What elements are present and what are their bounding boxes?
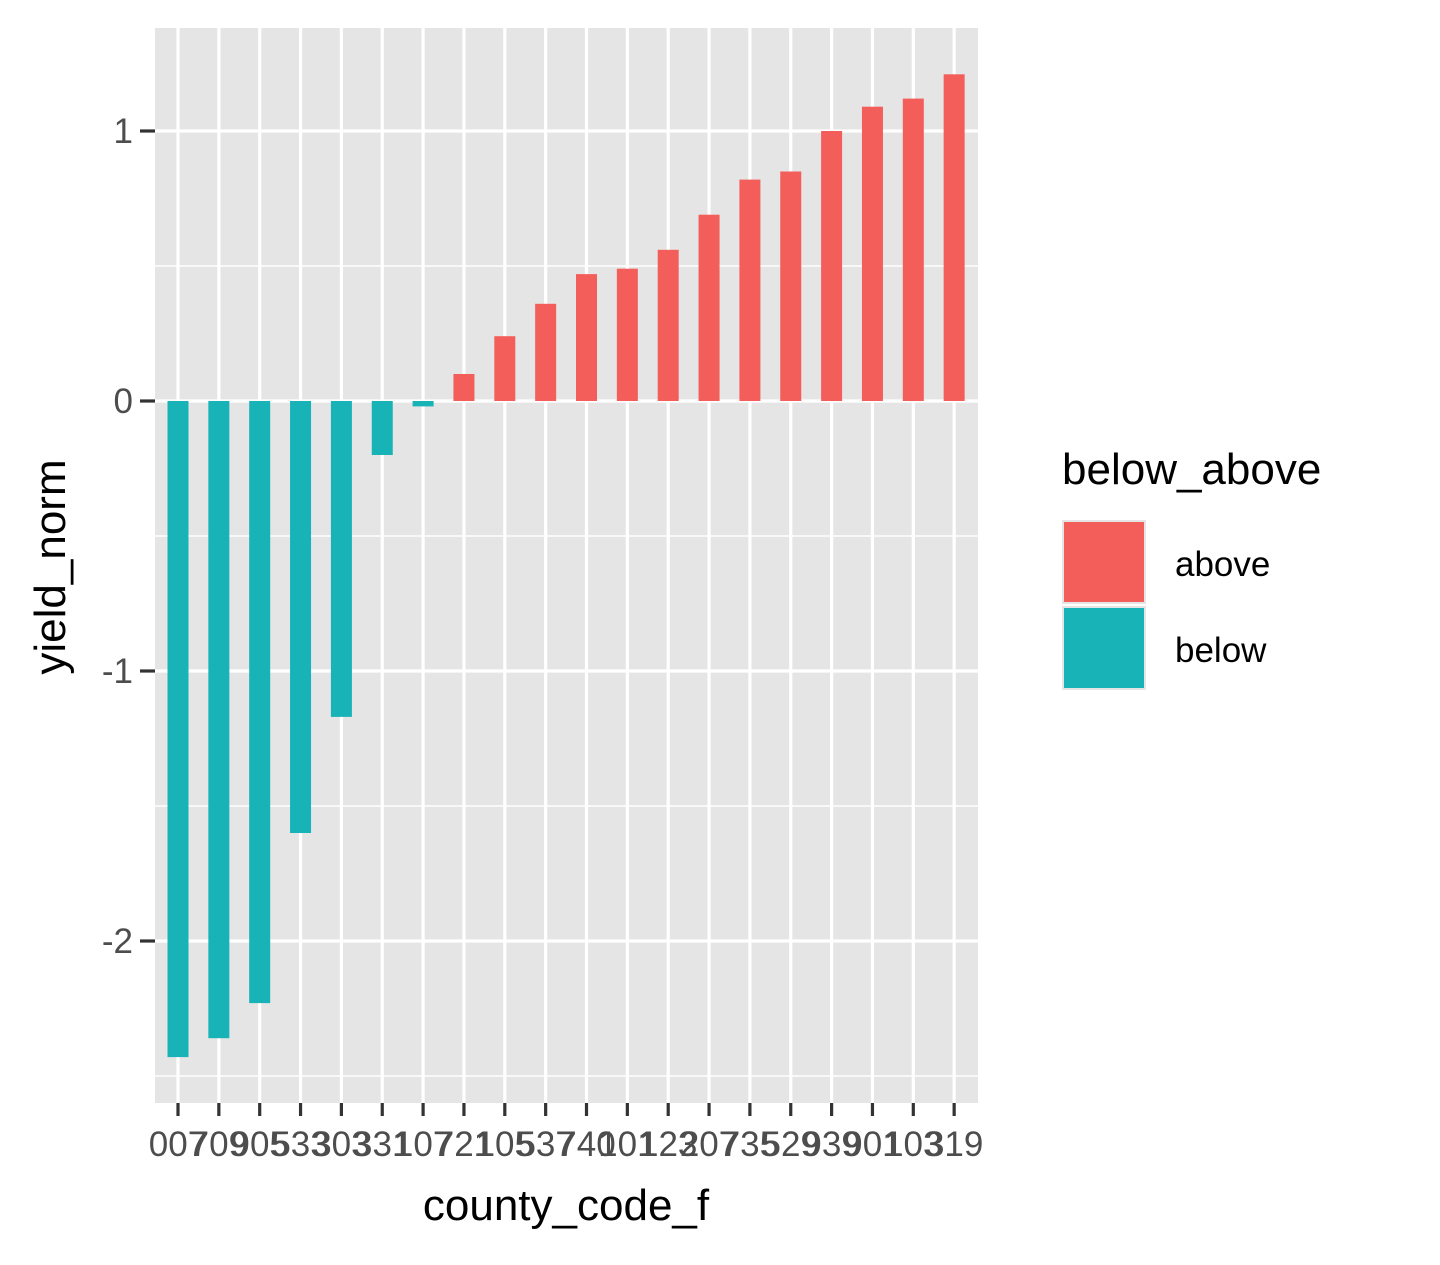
bar-319 <box>943 74 965 402</box>
x-tick-label: 319 <box>925 1125 983 1164</box>
bar-331 <box>371 401 393 455</box>
x-tick-label: 533 <box>271 1125 329 1164</box>
bar-905 <box>249 401 271 1004</box>
bar-537 <box>535 303 557 401</box>
bar-303 <box>330 401 352 717</box>
x-tick-label: 939 <box>802 1125 860 1164</box>
x-tick-label: 123 <box>639 1125 697 1164</box>
y-tick-label: 0 <box>114 382 133 421</box>
axes: -2-1010077099055333033311077211055377401… <box>102 112 983 1164</box>
y-axis-title: yield_norm <box>26 459 75 674</box>
bar-901 <box>861 106 883 401</box>
bar-721 <box>453 374 475 401</box>
x-axis-title: county_code_f <box>423 1181 710 1230</box>
legend-label-above: above <box>1175 545 1270 584</box>
y-tick-label: 1 <box>114 112 133 151</box>
legend-label-below: below <box>1175 631 1267 670</box>
y-tick-label: -1 <box>102 652 133 691</box>
x-tick-label: 101 <box>598 1125 656 1164</box>
x-tick-label: 537 <box>516 1125 574 1164</box>
legend: below_above above below <box>1062 445 1321 690</box>
x-tick-label: 331 <box>353 1125 411 1164</box>
bar-709 <box>208 401 230 1039</box>
y-tick-label: -2 <box>102 922 133 961</box>
x-tick-label: 105 <box>476 1125 534 1164</box>
x-tick-label: 529 <box>762 1125 820 1164</box>
bar-533 <box>290 401 312 833</box>
bars <box>167 74 965 1058</box>
bar-007 <box>167 401 189 1058</box>
bar-740 <box>576 274 597 401</box>
x-tick-label: 905 <box>230 1125 288 1164</box>
x-tick-label: 007 <box>149 1125 207 1164</box>
bar-101 <box>616 268 638 401</box>
x-tick-label: 735 <box>721 1125 779 1164</box>
bar-107 <box>412 401 434 407</box>
legend-key-below <box>1064 608 1144 688</box>
bar-529 <box>780 171 802 401</box>
bar-105 <box>494 336 516 401</box>
x-tick-label: 721 <box>435 1125 493 1164</box>
bar-735 <box>739 179 761 401</box>
x-tick-label: 107 <box>394 1125 452 1164</box>
x-tick-label: 207 <box>680 1125 738 1164</box>
x-tick-label: 901 <box>843 1125 901 1164</box>
bar-103 <box>902 98 924 401</box>
legend-key-above <box>1064 522 1144 602</box>
x-tick-label: 103 <box>884 1125 942 1164</box>
x-tick-label: 709 <box>190 1125 248 1164</box>
x-tick-label: 303 <box>312 1125 370 1164</box>
bar-939 <box>821 131 843 401</box>
legend-title: below_above <box>1062 445 1321 494</box>
bar-207 <box>698 214 720 401</box>
x-tick-label: 740 <box>557 1125 615 1164</box>
bar-123 <box>657 249 679 401</box>
